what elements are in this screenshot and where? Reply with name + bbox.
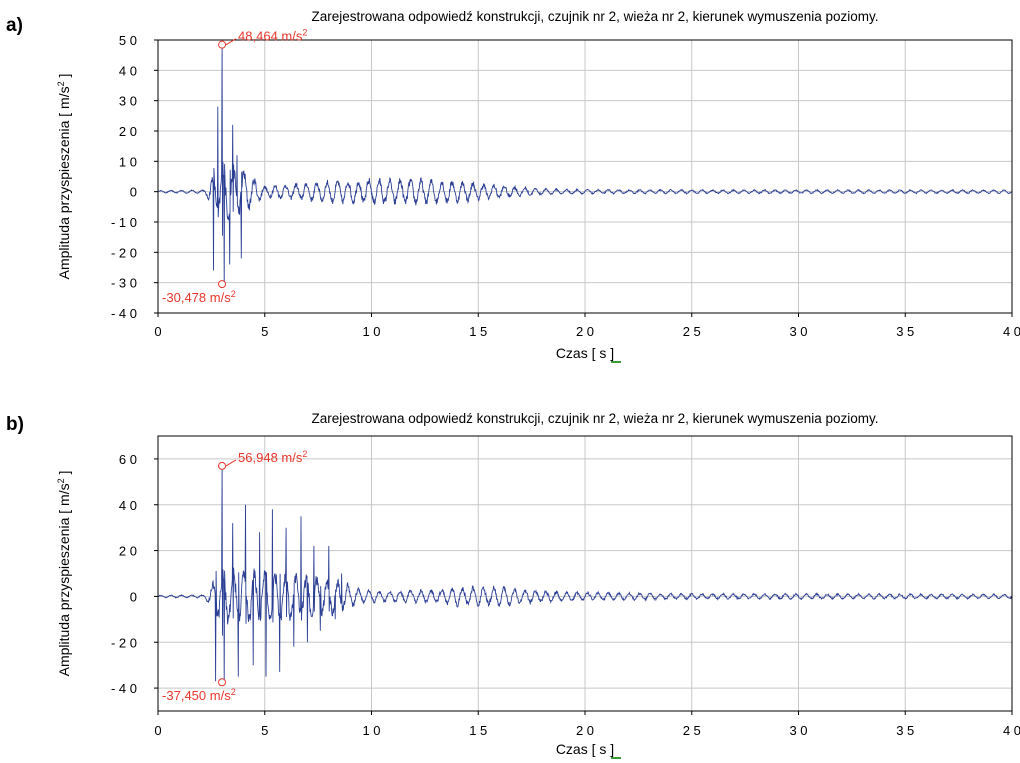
x-tick-label: 1 0 [362, 723, 380, 738]
y-axis-unit: [ m/s [56, 483, 72, 513]
max-marker [218, 40, 227, 49]
x-tick-label: 0 [154, 723, 161, 738]
x-tick-label: 3 0 [789, 324, 807, 339]
min-annotation-text: -37,450 m/s [162, 688, 231, 703]
y-tick-label: 4 0 [119, 63, 137, 78]
y-tick-label: 3 0 [119, 94, 137, 109]
x-tick-label: 3 0 [789, 723, 807, 738]
y-axis-label: Amplituda przyspieszenia [ m/s2 ] [56, 471, 72, 677]
x-tick-label: 2 5 [683, 324, 701, 339]
y-tick-label: - 4 0 [111, 681, 137, 696]
y-tick-label: 5 0 [119, 33, 137, 48]
x-tick-label: 1 0 [362, 324, 380, 339]
max-leader [225, 459, 237, 467]
min-marker [218, 678, 227, 687]
min-annotation-text: -30,478 m/s [162, 290, 231, 305]
max-annotation-sup: 2 [302, 28, 307, 38]
signal-series [157, 44, 1013, 285]
max-annotation-text: 48,464 m/s [238, 29, 303, 44]
x-tick-label: 2 0 [576, 723, 594, 738]
x-axis-label-text: Czas [556, 345, 592, 361]
x-tick-label: 4 0 [1003, 324, 1020, 339]
x-tick-label: 3 5 [896, 723, 914, 738]
y-axis-unit-sup: 2 [56, 478, 66, 483]
max-annotation-sup: 2 [302, 449, 307, 459]
y-tick-label: 0 [130, 589, 137, 604]
x-tick-label: 5 [261, 324, 268, 339]
max-annotation: 56,948 m/s2 [238, 449, 307, 465]
chart-title: Zarejestrowana odpowiedź konstrukcji, cz… [312, 411, 879, 426]
max-annotation: 48,464 m/s2 [238, 28, 307, 44]
x-axis-unit: [ s ] [592, 741, 615, 757]
x-axis-label: Czas [ s ] [556, 741, 614, 757]
min-annotation: -37,450 m/s2 [162, 687, 236, 703]
min-annotation-sup: 2 [231, 687, 236, 697]
panel-label: b) [6, 414, 24, 435]
y-tick-label: 6 0 [119, 452, 137, 467]
y-axis-label-text: Amplituda przyspieszenia [56, 117, 72, 280]
panel-label: a) [6, 15, 23, 36]
x-axis-unit: [ s ] [592, 345, 615, 361]
max-annotation-text: 56,948 m/s [238, 450, 303, 465]
min-marker [218, 280, 227, 289]
y-axis-label: Amplituda przyspieszenia [ m/s2 ] [56, 74, 72, 280]
x-tick-label: 0 [154, 324, 161, 339]
y-axis-unit-sup: 2 [56, 81, 66, 86]
x-tick-label: 3 5 [896, 324, 914, 339]
y-tick-label: - 4 0 [111, 306, 137, 321]
x-axis-label: Czas [ s ] [556, 345, 614, 361]
y-tick-label: - 2 0 [111, 245, 137, 260]
y-tick-label: 1 0 [119, 154, 137, 169]
x-axis-label-text: Czas [556, 741, 592, 757]
y-tick-label: 2 0 [119, 544, 137, 559]
x-tick-label: 2 0 [576, 324, 594, 339]
y-tick-label: - 1 0 [111, 215, 137, 230]
min-annotation-sup: 2 [231, 289, 236, 299]
y-axis-unit-close: ] [56, 471, 72, 479]
signal-series [157, 465, 1013, 683]
y-axis-label-text: Amplituda przyspieszenia [56, 514, 72, 677]
y-tick-label: - 2 0 [111, 635, 137, 650]
chart-title: Zarejestrowana odpowiedź konstrukcji, cz… [312, 9, 879, 24]
y-tick-label: 0 [130, 185, 137, 200]
max-leader [225, 38, 237, 46]
x-tick-label: 4 0 [1003, 723, 1020, 738]
x-tick-label: 5 [261, 723, 268, 738]
y-tick-label: - 3 0 [111, 276, 137, 291]
chart-panel-a: a) Zarejestrowana odpowiedź konstrukcji, … [6, 9, 1020, 363]
x-tick-label: 1 5 [469, 324, 487, 339]
chart-panel-b: b) Zarejestrowana odpowiedź konstrukcji, … [6, 411, 1020, 759]
min-annotation: -30,478 m/s2 [162, 289, 236, 305]
x-tick-label: 2 5 [683, 723, 701, 738]
max-marker [218, 461, 227, 470]
y-axis-unit: [ m/s [56, 86, 72, 116]
y-axis-unit-close: ] [56, 74, 72, 82]
y-tick-label: 2 0 [119, 124, 137, 139]
y-tick-label: 4 0 [119, 498, 137, 513]
x-tick-label: 1 5 [469, 723, 487, 738]
